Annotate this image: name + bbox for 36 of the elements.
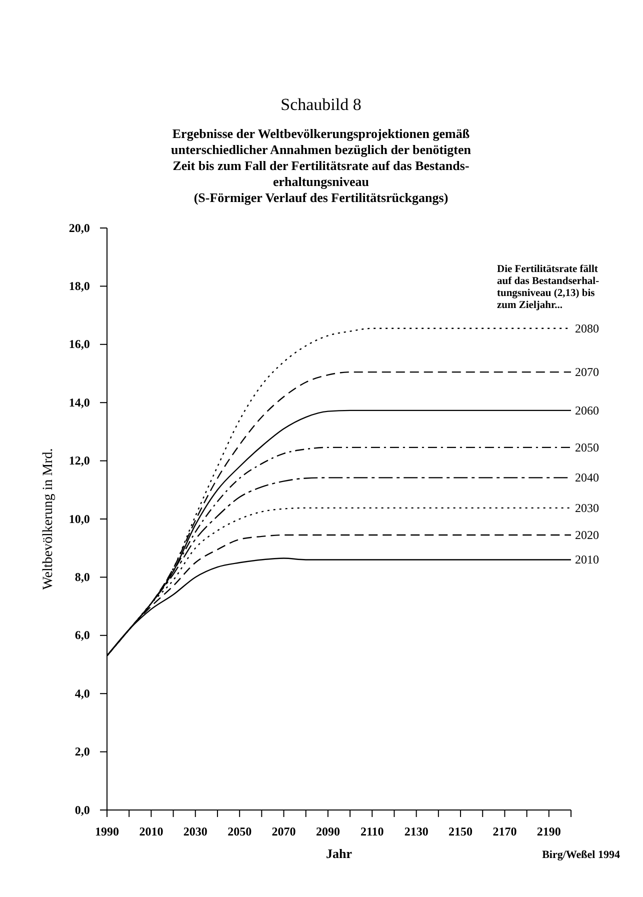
x-tick-label: 2110 [360,824,384,839]
y-tick-label: 20,0 [68,220,90,235]
series-label: 2060 [575,403,599,418]
series-label: 2030 [575,500,599,515]
series-label: 2050 [575,440,599,454]
series-label: 2080 [575,321,599,336]
x-tick-label: 2030 [183,824,208,839]
chart-title: Schaubild 8 [280,95,362,114]
series-label: 2070 [575,365,599,380]
y-tick-label: 12,0 [68,454,90,468]
series-label: 2020 [575,528,599,542]
y-tick-label: 4,0 [74,686,90,700]
x-tick-label: 2150 [448,824,473,839]
x-tick-label: 2090 [316,824,340,839]
text: Birg/Weßel 1994 [542,849,620,861]
y-tick-label: 14,0 [68,395,90,410]
annotation: Die Fertilitätsrate fällt auf das Bestandserhal- tungsniveau (2,13) bis zum Zieljahr... [497,264,600,311]
series-label: 2010 [575,552,599,567]
x-axis-title: Jahr [326,846,352,861]
x-tick-label: 1990 [95,824,119,839]
x-tick-label: 2070 [272,824,296,839]
y-tick-label: 18,0 [68,279,90,294]
x-tick-label: 2050 [228,824,252,839]
x-tick-label: 2010 [139,824,164,839]
series-label: 2040 [575,470,599,485]
y-axis-title: Weltbevölkerung in Mrd. [41,448,56,590]
chart-subtitle: Ergebnisse der Weltbevölkerungsprojektionen gemäß unterschiedlicher Annahmen bezüglich der benötigten Zeit bis zum Fall der Fertilitätsrate auf das Bestands- erhaltungsniveau (S-Förmiger Verlauf des Fertilitätsrückgangs) [171,126,472,205]
y-tick-label: 8,0 [74,570,90,584]
y-tick-label: 6,0 [74,628,90,642]
y-tick-label: 2,0 [74,744,90,759]
x-tick-label: 2170 [492,824,517,839]
x-tick-label: 2190 [536,824,561,839]
y-tick-label: 0,0 [74,802,90,817]
y-tick-label: 10,0 [68,512,90,526]
x-tick-label: 2130 [404,824,428,839]
y-tick-label: 16,0 [68,337,90,352]
